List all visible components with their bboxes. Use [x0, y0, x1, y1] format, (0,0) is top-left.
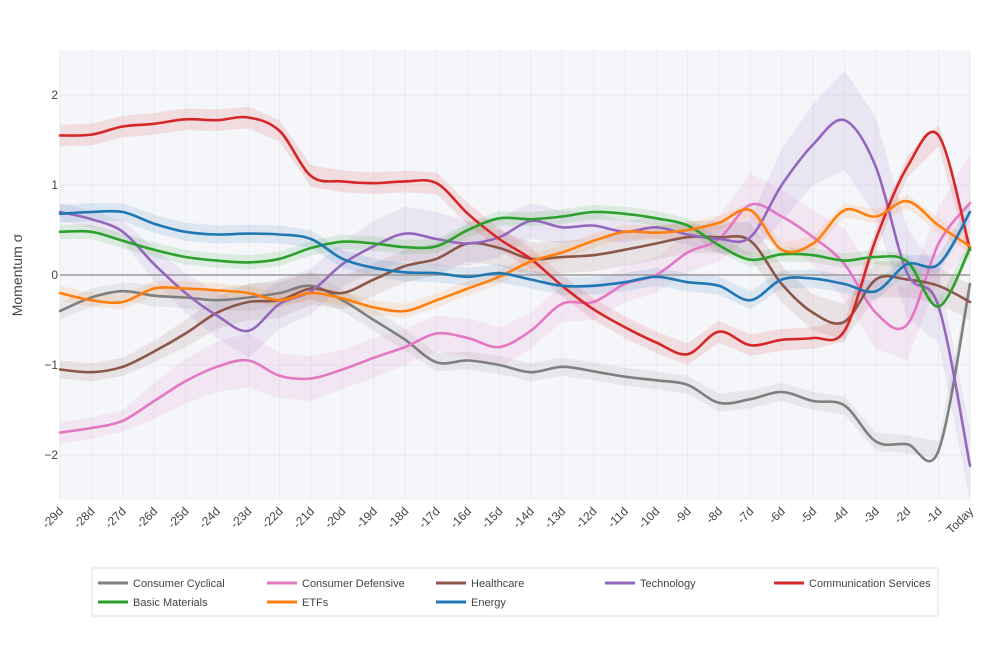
legend-label: Consumer Cyclical [133, 578, 225, 590]
legend-item-consumer-defensive[interactable]: Consumer Defensive [267, 578, 405, 590]
basic-materials-band [60, 204, 970, 314]
energy-band [60, 203, 970, 310]
x-tick-label: -19d [353, 504, 380, 531]
consumer-defensive-line [58, 201, 972, 434]
x-tick-label: -11d [605, 504, 631, 530]
legend-label: Communication Services [809, 578, 931, 590]
legend-item-healthcare[interactable]: Healthcare [436, 578, 524, 590]
x-tick-label: -10d [635, 504, 662, 531]
x-tick-label: -9d [672, 504, 694, 526]
legend-label: Energy [471, 597, 506, 609]
x-tick-label: -17d [416, 504, 443, 531]
y-tick-label: 0 [51, 268, 58, 282]
consumer-cyclical-band [60, 272, 970, 460]
x-axis-ticks: -29d -28d -27d -26d -25d -24d -23d -22d -21d -20d… [39, 504, 976, 537]
x-tick-label: -15d [479, 504, 506, 531]
legend-label: Basic Materials [133, 597, 208, 609]
x-tick-label: -13d [541, 504, 568, 531]
y-axis-ticks: 2 1 0 −1 −2 [44, 88, 58, 462]
legend-item-etfs[interactable]: ETFs [267, 597, 329, 609]
etfs-line [58, 199, 972, 313]
x-tick-label: -27d [102, 504, 129, 531]
x-tick-label: -21d [290, 504, 317, 531]
x-tick-label: -26d [133, 504, 160, 531]
x-tick-label: -5d [797, 504, 819, 526]
series-lines [58, 115, 972, 468]
x-tick-label: -20d [322, 504, 349, 531]
legend-item-technology[interactable]: Technology [605, 578, 696, 590]
communication-services-line [58, 115, 972, 356]
y-tick-label: 2 [51, 88, 58, 102]
communication-services-band [60, 106, 970, 365]
legend-label: Technology [640, 578, 696, 590]
legend-label: ETFs [302, 597, 329, 609]
x-tick-label: -8d [703, 504, 725, 526]
x-tick-label: -14d [510, 504, 537, 531]
y-axis-title: Momentum σ [9, 233, 25, 316]
legend-item-consumer-cyclical[interactable]: Consumer Cyclical [98, 578, 225, 590]
x-tick-label: -4d [828, 504, 850, 526]
legend-item-basic-materials[interactable]: Basic Materials [98, 597, 208, 609]
x-tick-label: -25d [165, 504, 192, 531]
y-tick-label: −1 [44, 358, 58, 372]
x-tick-label: -24d [196, 504, 223, 531]
x-tick-label: -12d [573, 504, 600, 531]
x-tick-label: -18d [384, 504, 411, 531]
x-tick-label: -7d [734, 504, 756, 526]
y-tick-label: 1 [51, 178, 58, 192]
x-tick-label: -28d [71, 504, 98, 531]
consumer-cyclical-line [58, 282, 972, 463]
legend-item-energy[interactable]: Energy [436, 597, 506, 609]
x-tick-label: -2d [891, 504, 913, 526]
technology-line [58, 118, 972, 468]
x-tick-label: -1d [923, 504, 945, 526]
x-tick-label: -6d [766, 504, 788, 526]
legend-label: Consumer Defensive [302, 578, 405, 590]
legend-label: Healthcare [471, 578, 524, 590]
x-tick-label: -16d [447, 504, 474, 531]
legend: Consumer Cyclical Consumer Defensive Healt… [91, 567, 939, 617]
x-tick-label: -23d [228, 504, 255, 531]
basic-materials-line [58, 210, 972, 308]
consumer-defensive-band [60, 153, 970, 444]
legend-box [91, 567, 939, 617]
x-tick-label: -22d [259, 504, 286, 531]
x-tick-label: Today [944, 504, 977, 537]
legend-item-communication-services[interactable]: Communication Services [774, 578, 931, 590]
energy-line [58, 209, 972, 302]
y-tick-label: −2 [44, 448, 58, 462]
x-tick-label: -29d [39, 504, 66, 531]
x-tick-label: -3d [860, 504, 882, 526]
